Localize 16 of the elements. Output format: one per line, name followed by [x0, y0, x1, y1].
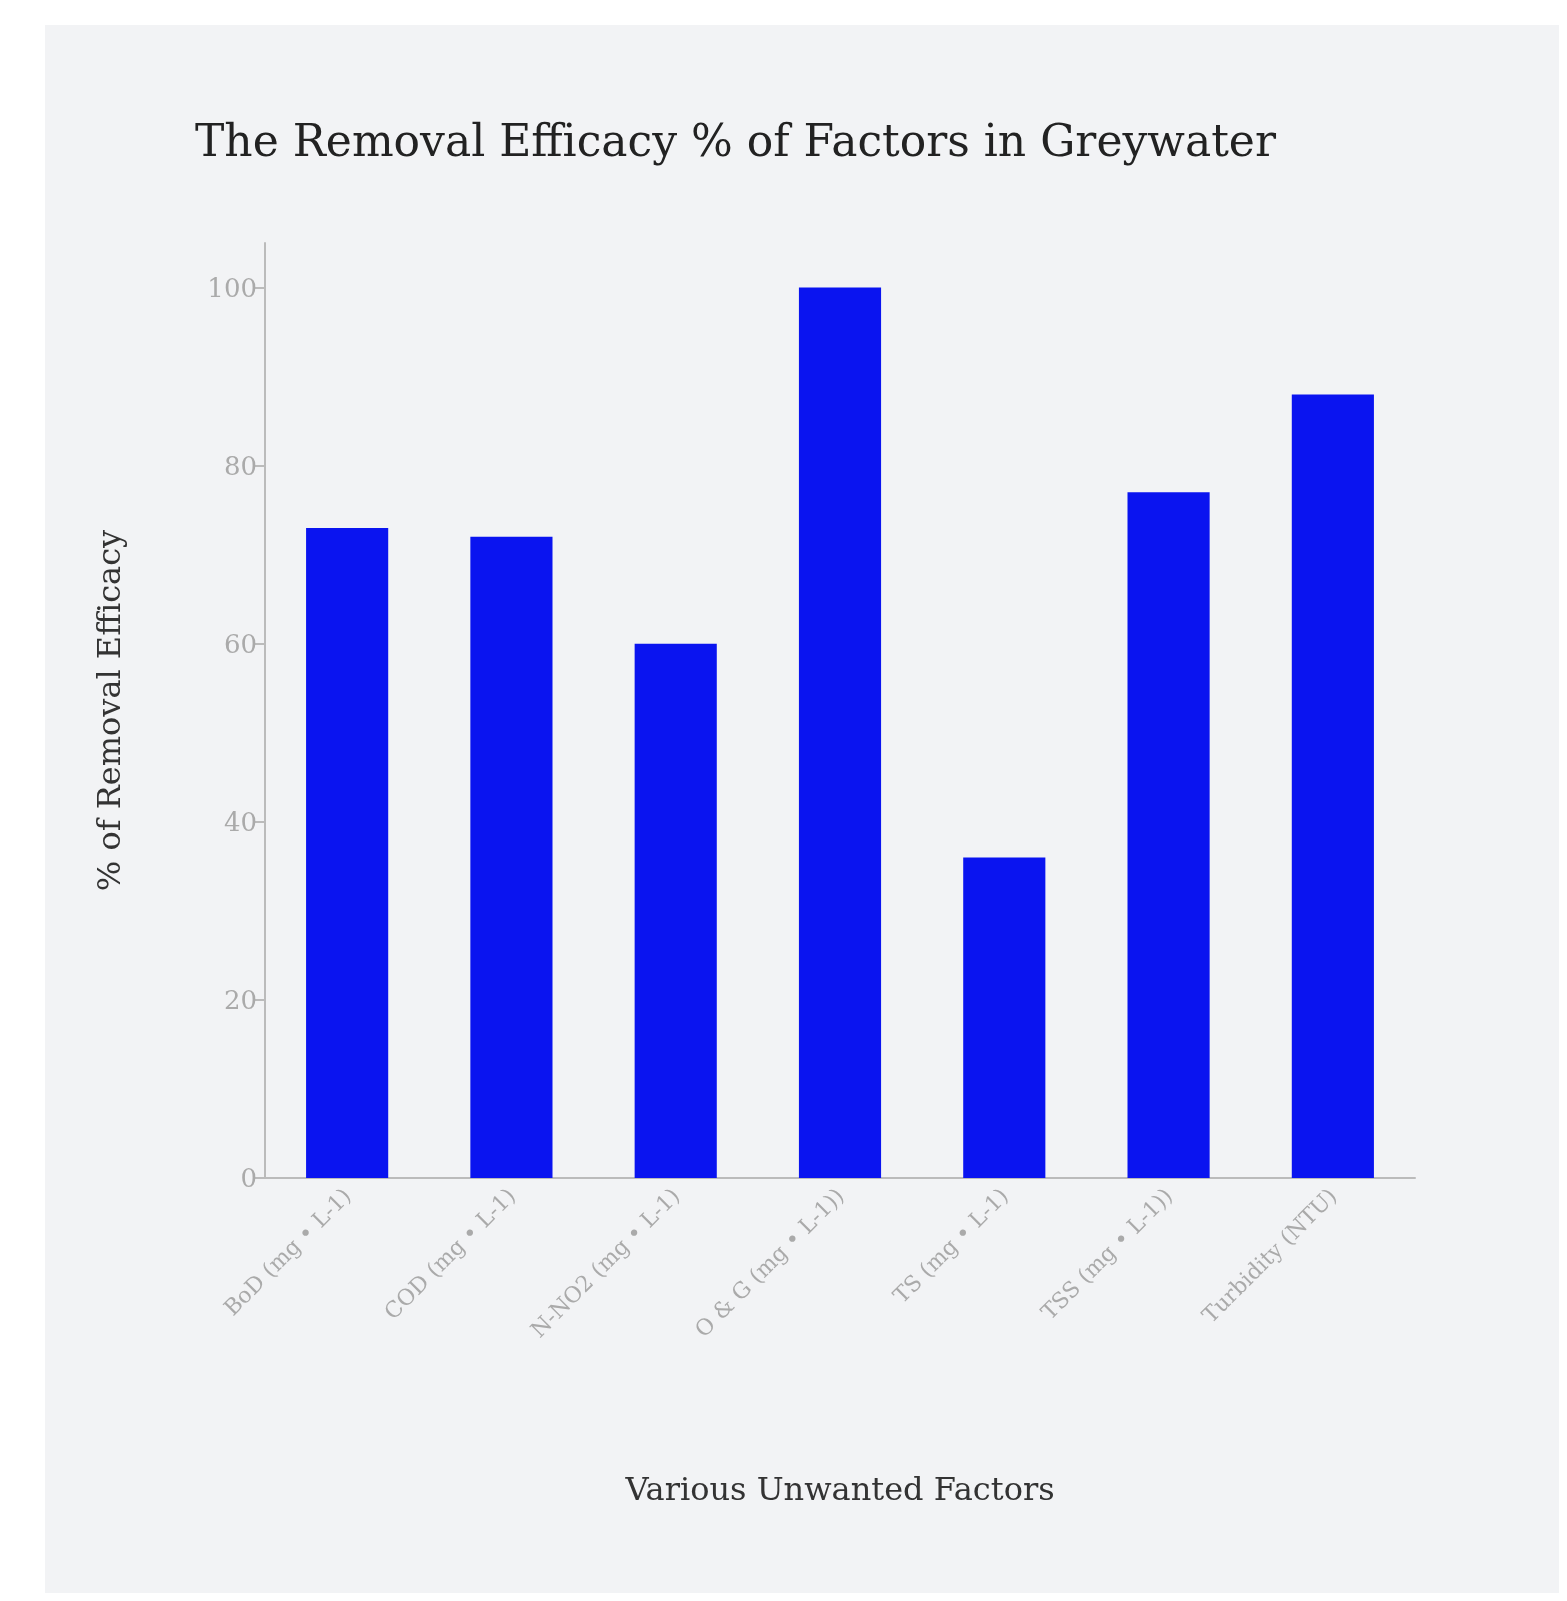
bar	[306, 527, 389, 1178]
y-tick-label: 60	[223, 628, 257, 659]
bar	[963, 857, 1046, 1178]
y-tick-label: 40	[223, 806, 257, 837]
bar	[1127, 492, 1210, 1178]
x-axis-title: Various Unwanted Factors	[624, 1470, 1055, 1508]
bar	[798, 287, 882, 1178]
bar	[634, 643, 717, 1178]
bar	[470, 536, 553, 1178]
y-axis-title: % of Removal Efficacy	[90, 529, 128, 892]
y-tick-label: 80	[223, 450, 257, 481]
y-tick-label: 20	[223, 984, 257, 1015]
y-tick-label: 0	[240, 1163, 257, 1193]
y-tick-label: 100	[207, 272, 257, 303]
chart-title: The Removal Efficacy % of Factors in Greywater	[195, 114, 1277, 166]
bar	[1291, 394, 1374, 1178]
